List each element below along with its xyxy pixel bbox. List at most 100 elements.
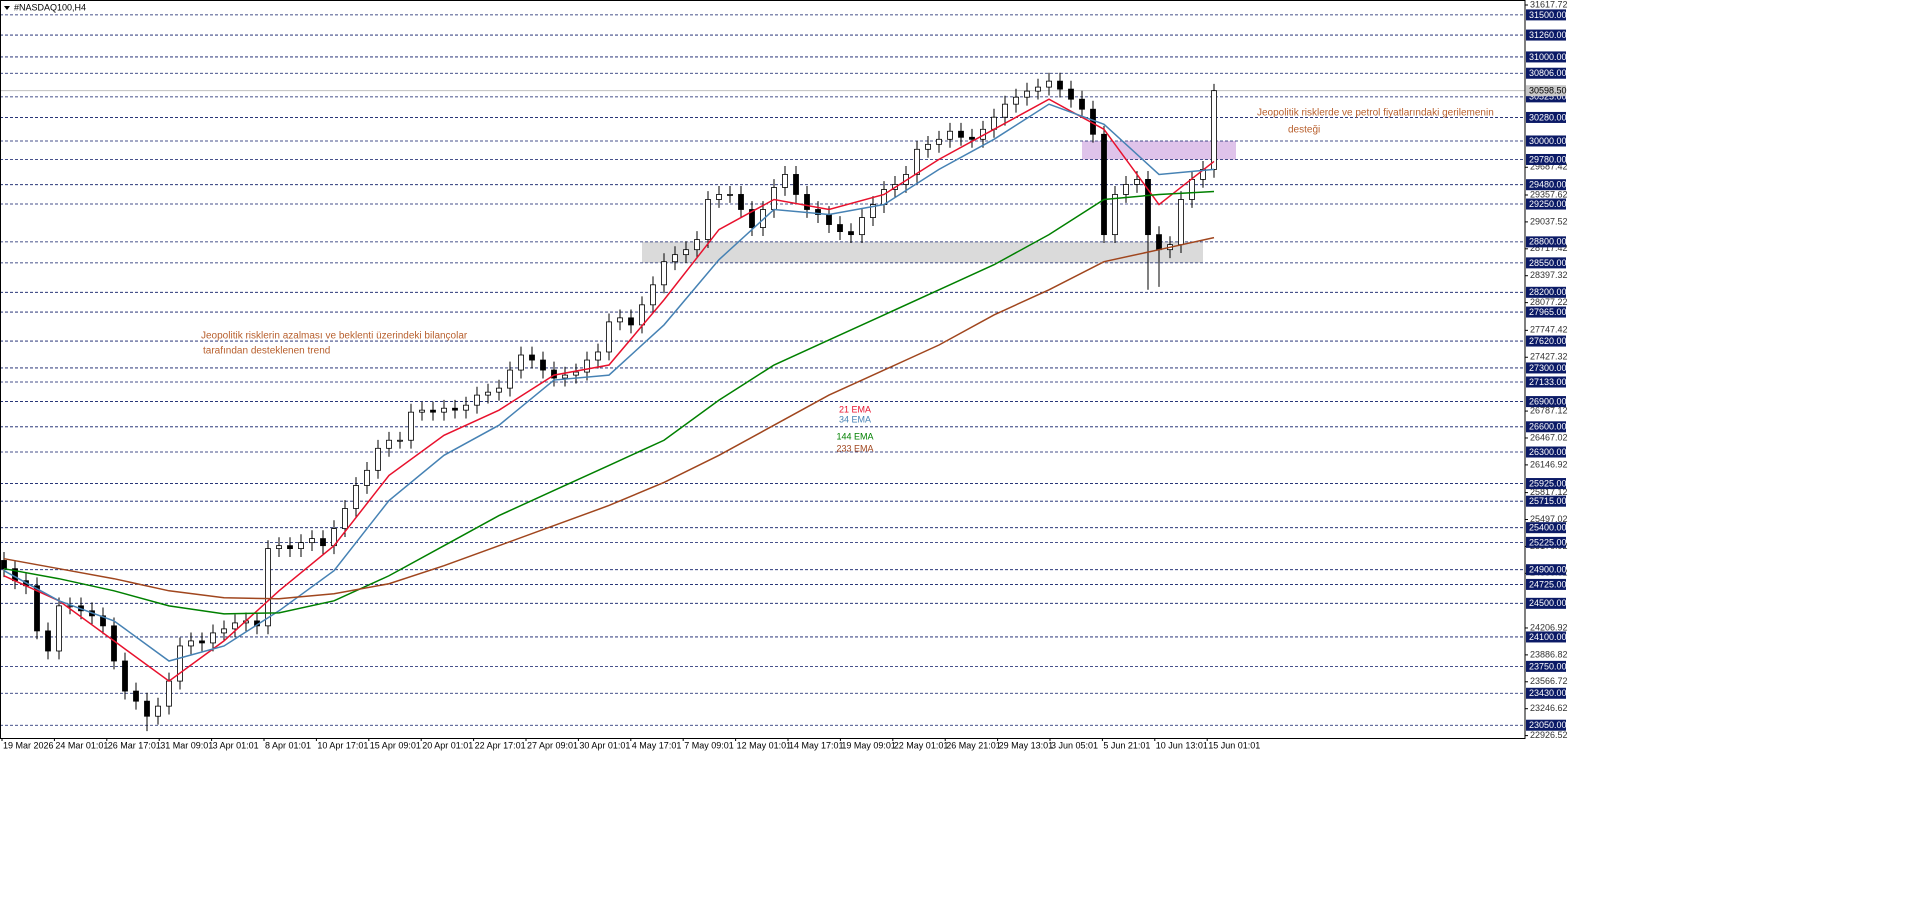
x-tick-label: 22 Apr 17:01 xyxy=(475,740,526,750)
x-tick-label: 5 Jun 21:01 xyxy=(1103,740,1150,750)
level-label: 27620.00 xyxy=(1529,336,1567,346)
candle-body xyxy=(826,214,832,225)
level-label: 26300.00 xyxy=(1529,447,1567,457)
zone xyxy=(1082,140,1236,160)
candle-body xyxy=(859,217,865,236)
candle-body xyxy=(386,439,392,449)
candle-body xyxy=(1156,234,1162,251)
x-tick-label: 15 Jun 01:01 xyxy=(1208,740,1260,750)
candle-body xyxy=(34,585,40,632)
level-label: 24900.00 xyxy=(1529,565,1567,575)
x-tick-label: 4 May 17:01 xyxy=(632,740,682,750)
ema-label: 144 EMA xyxy=(836,431,873,441)
x-tick-label: 10 Apr 17:01 xyxy=(317,740,368,750)
level-label: 25925.00 xyxy=(1529,478,1567,488)
level-label: 28550.00 xyxy=(1529,258,1567,268)
level-box xyxy=(1526,51,1566,63)
y-tick-label: 23246.62 xyxy=(1530,703,1568,713)
y-tick-label: 29037.52 xyxy=(1530,216,1568,226)
x-tick-label: 29 May 13:01 xyxy=(999,740,1054,750)
level-label: 24500.00 xyxy=(1529,598,1567,608)
candle-body xyxy=(474,394,480,406)
candle-body xyxy=(705,199,711,240)
candle-body xyxy=(309,538,315,544)
candle-body xyxy=(1068,88,1074,100)
y-tick-label: 24206.92 xyxy=(1530,622,1568,632)
candle-body xyxy=(210,632,216,644)
candle-body xyxy=(672,254,678,263)
level-box xyxy=(1526,597,1566,609)
level-label: 31260.00 xyxy=(1529,30,1567,40)
level-box xyxy=(1526,660,1566,672)
x-tick-label: 24 Mar 01:01 xyxy=(55,740,108,750)
level-box xyxy=(1526,306,1566,318)
ema-label: 233 EMA xyxy=(836,443,873,453)
y-tick-label: 28717.42 xyxy=(1530,243,1568,253)
candle-body xyxy=(881,189,887,205)
level-label: 31000.00 xyxy=(1529,52,1567,62)
x-tick-label: 10 Jun 13:01 xyxy=(1156,740,1208,750)
level-box xyxy=(1526,236,1566,248)
level-box xyxy=(1526,29,1566,41)
level-box xyxy=(1526,396,1566,408)
annotation: desteği xyxy=(1288,125,1320,136)
level-label: 24100.00 xyxy=(1529,632,1567,642)
level-box xyxy=(1526,153,1566,165)
level-label: 25225.00 xyxy=(1529,537,1567,547)
x-tick-label: 22 May 01:01 xyxy=(894,740,949,750)
level-box xyxy=(1526,91,1566,103)
candle-body xyxy=(606,321,612,353)
candle-body xyxy=(694,239,700,251)
candle-body xyxy=(463,404,469,411)
x-tick-label: 14 May 17:01 xyxy=(789,740,844,750)
candle-body xyxy=(441,407,447,413)
level-label: 29480.00 xyxy=(1529,180,1567,190)
plot-frame xyxy=(0,0,1526,739)
y-tick-label: 23886.82 xyxy=(1530,649,1568,659)
x-tick-label: 20 Apr 01:01 xyxy=(422,740,473,750)
level-label: 30280.00 xyxy=(1529,112,1567,122)
level-label: 23050.00 xyxy=(1529,720,1567,730)
y-tick-label: 27427.32 xyxy=(1530,352,1568,362)
menu-arrow xyxy=(4,6,10,10)
candle-body xyxy=(936,138,942,145)
x-tick-label: 31 Mar 09:01 xyxy=(160,740,213,750)
level-box xyxy=(1526,335,1566,347)
candle-body xyxy=(1101,133,1107,236)
candle-body xyxy=(529,354,535,361)
level-box xyxy=(1526,9,1566,21)
level-label: 31500.00 xyxy=(1529,10,1567,20)
candle-body xyxy=(969,136,975,140)
x-tick-label: 8 Apr 01:01 xyxy=(265,740,311,750)
candle-body xyxy=(1013,96,1019,105)
y-tick-label: 23566.72 xyxy=(1530,676,1568,686)
candle-body xyxy=(804,194,810,210)
candle-body xyxy=(199,640,205,644)
candle-body xyxy=(485,391,491,396)
x-tick-label: 15 Apr 09:01 xyxy=(370,740,421,750)
x-tick-label: 26 May 21:01 xyxy=(946,740,1001,750)
candle-body xyxy=(265,548,271,627)
y-tick-label: 26787.12 xyxy=(1530,405,1568,415)
level-box xyxy=(1526,179,1566,191)
candle-body xyxy=(496,387,502,393)
candle-body xyxy=(1189,179,1195,200)
candle-body xyxy=(1079,98,1085,110)
candle-body xyxy=(727,194,733,196)
candle-body xyxy=(298,542,304,550)
candle-body xyxy=(287,545,293,550)
candle-body xyxy=(815,209,821,215)
candle-body xyxy=(518,354,524,371)
candle-body xyxy=(870,204,876,218)
level-label: 30000.00 xyxy=(1529,136,1567,146)
level-label: 29780.00 xyxy=(1529,154,1567,164)
level-box xyxy=(1526,198,1566,210)
x-tick-label: 19 Mar 2026 xyxy=(3,740,54,750)
candle-body xyxy=(133,690,139,702)
y-tick-label: 29357.62 xyxy=(1530,189,1568,199)
x-tick-label: 12 May 01:01 xyxy=(737,740,792,750)
level-box xyxy=(1526,111,1566,123)
candle-body xyxy=(419,409,425,413)
candle-body xyxy=(991,116,997,130)
